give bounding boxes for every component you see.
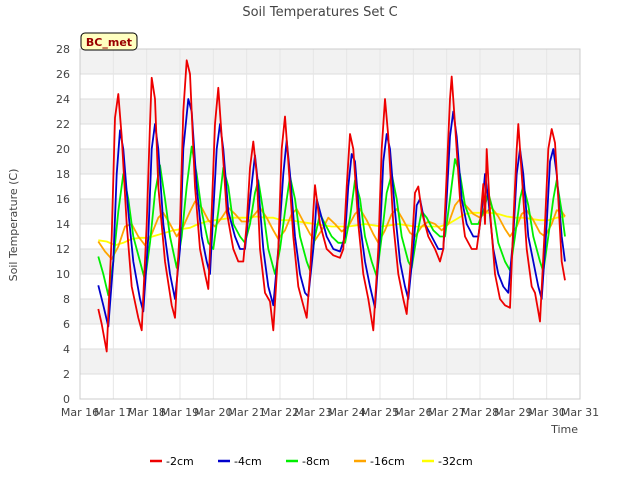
y-tick-label: 16 (56, 193, 70, 206)
series-line-2cm (97, 59, 566, 353)
y-axis-label: Soil Temperature (C) (7, 169, 20, 282)
y-tick-label: 12 (56, 243, 70, 256)
legend-label: -32cm (438, 455, 473, 468)
y-tick-label: 18 (56, 168, 70, 181)
plot-band (80, 49, 580, 74)
y-tick-label: 20 (56, 143, 70, 156)
legend-label: -8cm (302, 455, 330, 468)
y-tick-label: 4 (63, 343, 70, 356)
x-tick-label: Mar 18 (128, 406, 166, 419)
x-axis-label: Time (550, 423, 578, 436)
chart-title: Soil Temperatures Set C (242, 5, 397, 20)
station-badge-text: BC_met (86, 36, 132, 49)
station-badge-box (80, 32, 138, 51)
y-tick-label: 14 (56, 218, 70, 231)
x-tick-label: Mar 30 (528, 406, 566, 419)
legend: -2cm -4cm -8cm -16cm -32cm (150, 455, 473, 468)
plot-band (80, 299, 580, 324)
y-tick-label: 24 (56, 93, 70, 106)
plot-band (80, 349, 580, 374)
x-tick-label: Mar 31 (561, 406, 599, 419)
x-tick-label: Mar 19 (161, 406, 199, 419)
legend-label: -4cm (234, 455, 262, 468)
x-tick-label: Mar 25 (361, 406, 399, 419)
y-tick-label: 8 (63, 293, 70, 306)
y-tick-label: 0 (63, 393, 70, 406)
y-tick-label: 26 (56, 68, 70, 81)
y-tick-label: 10 (56, 268, 70, 281)
series-line-32cm (98, 211, 566, 247)
y-tick-label: 2 (63, 368, 70, 381)
x-tick-label: Mar 17 (94, 406, 132, 419)
x-tick-label: Mar 22 (261, 406, 299, 419)
series-layer (97, 59, 566, 353)
x-tick-label: Mar 29 (494, 406, 532, 419)
x-tick-label: Mar 26 (394, 406, 432, 419)
series-line-8cm (97, 145, 566, 297)
legend-label: -16cm (370, 455, 405, 468)
y-tick-label: 6 (63, 318, 70, 331)
x-tick-label: Mar 16 (61, 406, 99, 419)
x-tick-label: Mar 27 (428, 406, 466, 419)
station-badge: BC_met (80, 32, 138, 51)
y-tick-label: 22 (56, 118, 70, 131)
x-tick-label: Mar 23 (294, 406, 332, 419)
x-tick-label: Mar 24 (328, 406, 366, 419)
x-tick-label: Mar 28 (461, 406, 499, 419)
x-tick-label: Mar 21 (228, 406, 266, 419)
y-tick-label: 28 (56, 43, 70, 56)
x-tick-label: Mar 20 (194, 406, 232, 419)
plot-frame (79, 48, 581, 400)
legend-label: -2cm (166, 455, 194, 468)
plot-band (80, 99, 580, 124)
plot-band (80, 149, 580, 174)
